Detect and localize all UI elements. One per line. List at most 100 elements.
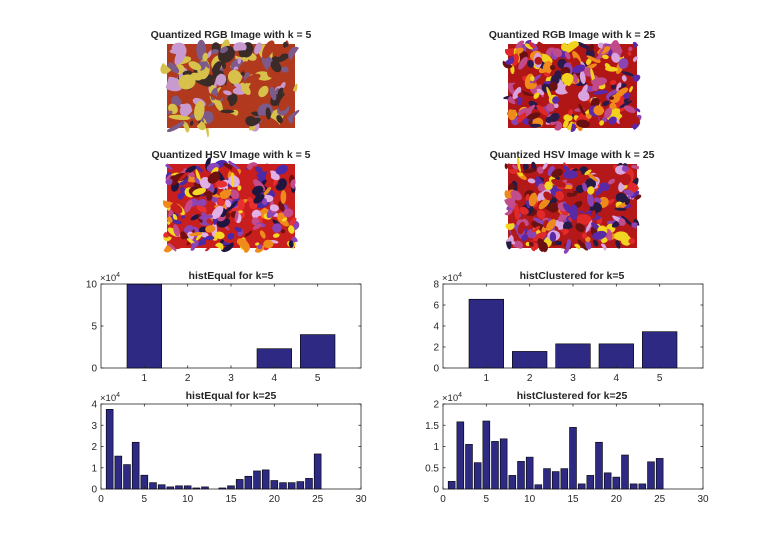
image-blob [624,198,631,205]
image-blob [224,199,232,208]
image-blob [563,170,578,179]
image-blob [288,225,295,234]
image-blob [531,226,541,233]
image-blob [591,84,600,91]
image-blob [205,225,216,233]
image-blob [621,165,629,172]
image-blob [611,52,621,63]
image-blob [172,213,178,221]
image-blob [516,157,522,172]
image-blob [567,78,572,87]
y-tick-label: 1 [91,463,97,474]
x-tick-label: 2 [185,373,191,384]
image-blob [278,201,285,212]
bar [577,483,586,490]
bar [465,444,473,490]
y-tick-label: 2 [433,400,439,411]
image-blob [532,231,547,242]
quantized-rgb-k25-image [502,39,642,132]
image-blob [517,112,527,124]
bar [126,283,162,369]
image-blob [586,172,599,182]
image-blob [269,86,277,101]
image-blob [623,189,634,196]
histequal-k25-chart: 0 5 10 15 20 25 30 0 1 2 3 4×104 [91,392,367,505]
image-blob [263,186,272,196]
image-blob [244,73,261,84]
image-blob [228,160,240,171]
image-blob [277,87,284,97]
image-blob [518,56,528,70]
image-blob [254,42,262,55]
image-blob [549,64,556,71]
image-blob [280,229,286,234]
image-blob [608,116,617,125]
image-blob [202,237,207,245]
image-blob [608,48,613,57]
image-blob [177,94,188,104]
histclustered-k5-chart: 1 2 3 4 5 0 2 4 6 8×104 [433,272,704,384]
image-blob [590,97,600,108]
x-tick-label: 1 [484,373,490,384]
image-blob [537,238,546,252]
image-blob [282,217,288,222]
image-blob [563,162,569,168]
x-tick-label: 5 [657,373,663,384]
image-blob [211,49,219,54]
image-blob [514,47,524,55]
image-blob [276,115,283,124]
y-tick-label: 3 [91,421,97,432]
bar [655,458,664,490]
image-blob [538,197,551,210]
x-tick-label: 3 [570,373,576,384]
image-blob [512,164,518,170]
bar [473,462,482,490]
image-blob [584,169,592,176]
image-blob [269,204,279,212]
image-blob [245,116,257,127]
image-blob [577,239,588,251]
image-blob [171,219,182,225]
image-blob [536,88,545,96]
image-blob [527,59,534,68]
bar [543,468,551,490]
image-blob [532,217,545,225]
bar [598,343,634,369]
bar [149,482,157,490]
image-blob [536,104,548,116]
image-title-rgb-k25: Quantized RGB Image with k = 25 [489,29,656,41]
y-exponent-label: ×104 [442,392,462,404]
image-blob [555,190,565,201]
image-blob [552,48,563,58]
image-blob [211,205,224,220]
image-blob [281,66,289,73]
bar [131,441,140,490]
image-blob [592,230,607,240]
image-blob [253,193,265,204]
bar [166,486,175,490]
image-blob [172,239,188,250]
image-blob [591,209,596,220]
x-tick-label: 25 [312,494,324,505]
image-blob [234,226,242,232]
image-blob [629,86,633,93]
bar [192,487,201,490]
image-blob [588,43,595,51]
image-blob [237,61,248,74]
image-blob [613,231,629,241]
image-blob [585,220,593,233]
image-blob [608,178,616,185]
image-blob [283,208,294,218]
y-exponent-label: ×104 [442,272,462,284]
bar [468,298,504,369]
image-blob [517,92,524,98]
bar [175,485,183,490]
bar [647,461,655,490]
bar [560,468,569,490]
image-blob [192,187,206,196]
bar [508,475,517,490]
chart-title-histclustered-k5: histClustered for k=5 [520,270,625,282]
bar [296,481,305,490]
image-blob [177,193,184,200]
image-blob [514,204,520,221]
